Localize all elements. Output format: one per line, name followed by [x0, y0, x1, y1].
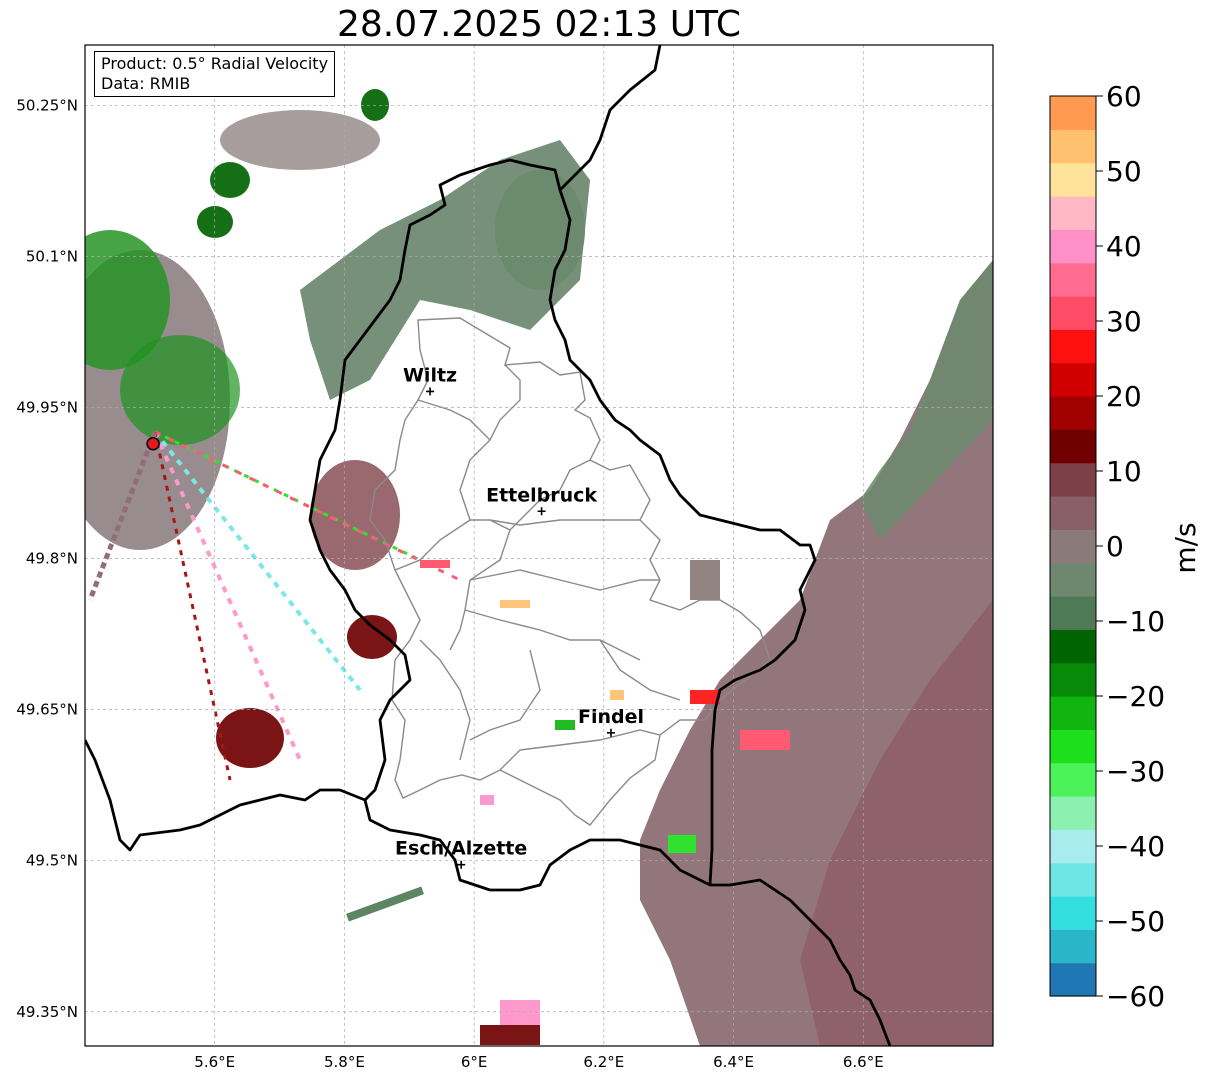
lon-tick-label: 6.4°E	[713, 1053, 754, 1071]
lat-tick-label: 49.95°N	[16, 399, 78, 417]
colorbar-segment	[1050, 162, 1096, 197]
lat-tick-label: 49.35°N	[16, 1003, 78, 1021]
lat-tick-label: 49.8°N	[26, 550, 78, 568]
colorbar-segment	[1050, 96, 1096, 130]
lat-tick-label: 50.25°N	[16, 96, 78, 114]
city-marker-icon	[457, 860, 466, 869]
city-ettelbruck: Ettelbruck	[486, 484, 597, 516]
city-marker-icon	[426, 387, 435, 396]
colorbar-segment	[1050, 562, 1096, 597]
lat-tick-label: 49.65°N	[16, 701, 78, 719]
lon-tick-label: 6.6°E	[843, 1053, 884, 1071]
velocity-echoes	[85, 89, 993, 1046]
colorbar-tick-label: −40	[1106, 830, 1165, 863]
colorbar-segment	[1050, 196, 1096, 230]
colorbar-segment	[1050, 529, 1096, 564]
colorbar-tick-label: 60	[1106, 80, 1142, 113]
colorbar-segment	[1050, 396, 1096, 430]
colorbar-segment	[1050, 962, 1096, 997]
lat-tick-label: 49.5°N	[26, 852, 78, 870]
colorbar-segment	[1050, 329, 1096, 364]
lon-tick-label: 5.6°E	[194, 1053, 235, 1071]
product-label: Product: 0.5° Radial Velocity	[101, 54, 329, 73]
colorbar-segment	[1050, 262, 1096, 297]
colorbar-segment	[1050, 596, 1096, 630]
city-markers: Wiltz Ettelbruck Findel Esch/Alzette	[395, 364, 644, 869]
colorbar-segment	[1050, 129, 1096, 164]
colorbar-segment	[1050, 896, 1096, 930]
colorbar-segment	[1050, 829, 1096, 864]
colorbar-segment	[1050, 296, 1096, 330]
colorbar-segment	[1050, 429, 1096, 464]
city-label: Ettelbruck	[486, 484, 597, 506]
city-esch-alzette: Esch/Alzette	[395, 838, 527, 869]
lon-tick-label: 6°E	[461, 1053, 488, 1071]
district-boundaries	[369, 317, 771, 826]
colorbar-tick-label: −10	[1106, 605, 1165, 638]
colorbar-tick-label: 30	[1106, 305, 1142, 338]
city-wiltz: Wiltz	[403, 364, 457, 396]
colorbar-segment	[1050, 862, 1096, 897]
city-marker-icon	[537, 507, 546, 516]
map-grid	[85, 45, 993, 1046]
colorbar-tick-label: −50	[1106, 905, 1165, 938]
colorbar-tick-label: −60	[1106, 980, 1165, 1013]
colorbar-segment	[1050, 629, 1096, 664]
lon-tick-label: 6.2°E	[583, 1053, 624, 1071]
city-label: Esch/Alzette	[395, 838, 527, 860]
colorbar-tick-label: 50	[1106, 155, 1142, 188]
axis-ticks: 5.6°E 5.8°E 6°E 6.2°E 6.4°E 6.6°E 50.25°N 50.1°…	[16, 96, 883, 1071]
colorbar-unit-label: m/s	[1169, 522, 1202, 573]
colorbar-segment	[1050, 696, 1096, 730]
colorbar-tick-label: 10	[1106, 455, 1142, 488]
map-frame	[84, 44, 994, 1047]
colorbar-segment	[1050, 929, 1096, 964]
city-marker-icon	[606, 728, 615, 737]
city-label: Findel	[578, 706, 644, 728]
lat-tick-label: 50.1°N	[26, 247, 78, 265]
city-findel: Findel	[578, 706, 644, 737]
info-box: Product: 0.5° Radial Velocity Data: RMIB	[94, 51, 336, 97]
colorbar-tick-label: 20	[1106, 380, 1142, 413]
colorbar-tick-label: 0	[1106, 530, 1124, 563]
radar-site-marker	[146, 437, 160, 451]
colorbar: 60 50 40 30 20 10 0 −10 −20 −30 −40 −50 −60	[1049, 80, 1165, 1013]
colorbar-segment	[1050, 762, 1096, 797]
colorbar-tick-label: 40	[1106, 230, 1142, 263]
map-title: 28.07.2025 02:13 UTC	[336, 4, 742, 45]
colorbar-segment	[1050, 229, 1096, 264]
data-source-label: Data: RMIB	[101, 74, 191, 93]
colorbar-segment	[1050, 496, 1096, 530]
lon-tick-label: 5.8°E	[324, 1053, 365, 1071]
colorbar-tick-label: −30	[1106, 755, 1165, 788]
colorbar-segment	[1050, 362, 1096, 397]
colorbar-segment	[1050, 796, 1096, 830]
colorbar-segment	[1050, 729, 1096, 764]
colorbar-segment	[1050, 462, 1096, 497]
national-border	[85, 45, 892, 1046]
city-label: Wiltz	[403, 364, 457, 386]
colorbar-segment	[1050, 662, 1096, 697]
colorbar-tick-label: −20	[1106, 680, 1165, 713]
